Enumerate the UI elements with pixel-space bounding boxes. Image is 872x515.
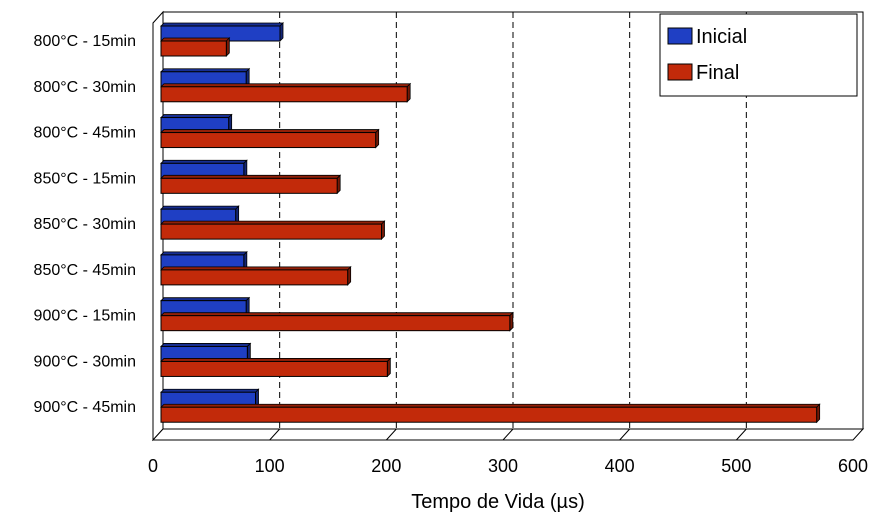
- bar-front-face: [160, 86, 408, 103]
- bar-inicial: [160, 388, 260, 409]
- category-label: 900°C - 30min: [34, 353, 136, 370]
- bar-final: [160, 403, 821, 424]
- x-tick-label: 300: [488, 456, 518, 476]
- x-tick-label: 500: [721, 456, 751, 476]
- floor-tick-line: [619, 428, 631, 441]
- bar-final: [160, 311, 514, 332]
- bar-final: [160, 357, 392, 378]
- x-tick-labels: 0 100 200 300 400 500 600: [148, 456, 868, 476]
- bar-inicial: [160, 205, 240, 226]
- bar-inicial: [160, 67, 251, 88]
- floor-tick-line: [735, 428, 747, 441]
- bar-front-face: [160, 40, 227, 57]
- bar-front-face: [160, 315, 511, 332]
- bar-front-face: [160, 223, 382, 240]
- chart-bars: [160, 22, 821, 424]
- floor-tick-line: [502, 428, 514, 441]
- legend: Inicial Final: [659, 13, 858, 97]
- floor-tick-line: [385, 428, 397, 441]
- chart-gridlines: [269, 12, 747, 441]
- category-label: 800°C - 30min: [34, 79, 136, 96]
- bar-final: [160, 265, 352, 286]
- bar-final: [160, 174, 342, 195]
- bar-front-face: [160, 406, 818, 423]
- legend-swatch: [667, 27, 693, 45]
- bar-inicial: [160, 342, 252, 363]
- bar-front-face: [160, 132, 377, 149]
- bar-inicial: [160, 250, 248, 271]
- legend-label: Inicial: [696, 26, 747, 48]
- category-label: 850°C - 30min: [34, 216, 136, 233]
- x-tick-label: 400: [605, 456, 635, 476]
- bar-front-face: [160, 360, 388, 377]
- bar-inicial: [160, 159, 248, 180]
- bar-final: [160, 128, 380, 149]
- category-label: 900°C - 15min: [34, 308, 136, 325]
- x-tick-label: 100: [255, 456, 285, 476]
- bar-front-face: [160, 177, 338, 194]
- legend-box: [659, 13, 858, 97]
- x-tick-label: 200: [371, 456, 401, 476]
- category-label: 800°C - 15min: [34, 33, 136, 50]
- category-label: 850°C - 45min: [34, 262, 136, 279]
- bar-final: [160, 82, 412, 103]
- category-label: 900°C - 45min: [34, 399, 136, 416]
- category-labels: 800°C - 15min 800°C - 30min 800°C - 45min 8…: [34, 33, 136, 416]
- bar-final: [160, 37, 231, 57]
- x-tick-label: 0: [148, 456, 158, 476]
- category-label: 850°C - 15min: [34, 170, 136, 187]
- floor-tick-line: [269, 428, 281, 441]
- bar-final: [160, 220, 386, 241]
- category-label: 800°C - 45min: [34, 125, 136, 142]
- bar-front-face: [160, 269, 349, 286]
- x-axis-title: Tempo de Vida (µs): [411, 491, 584, 513]
- x-tick-label: 600: [838, 456, 868, 476]
- legend-swatch: [667, 63, 693, 81]
- legend-label: Final: [696, 62, 739, 84]
